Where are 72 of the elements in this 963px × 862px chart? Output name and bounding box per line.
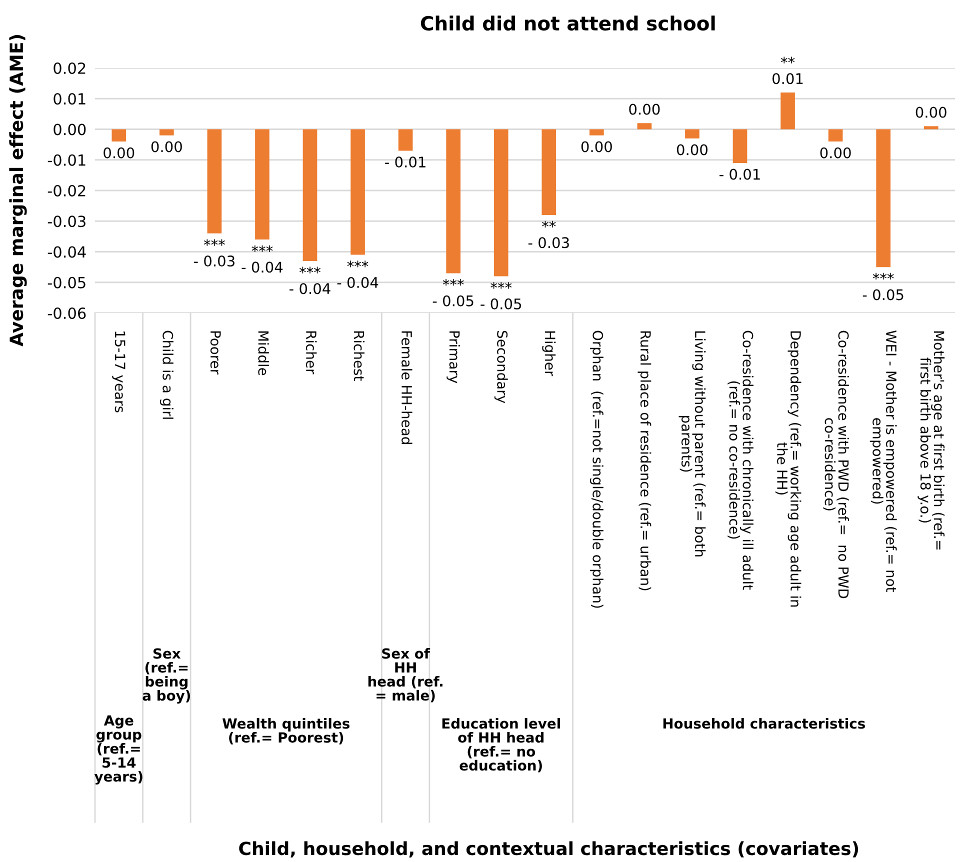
x-tick-label: Dependency (ref.= working age adult in the HH) — [775, 331, 802, 607]
data-label: *** - 0.05 — [862, 272, 904, 300]
data-label: ** - 0.03 — [528, 220, 569, 248]
text: Education level of HH head (ref.= no education) — [442, 718, 560, 772]
data-label: 0.00 — [151, 141, 182, 152]
data-label: *** - 0.04 — [337, 260, 378, 288]
x-tick-label: Rural place of residence (ref.= urban) — [638, 331, 652, 590]
data-label: 0.00 — [629, 104, 660, 115]
x-tick-label: 15-17 years — [112, 332, 126, 412]
x-tick-label: Child is a girl — [160, 330, 174, 419]
y-tick-label: -0.01 — [48, 154, 86, 166]
x-tick-label: Poorer — [210, 331, 221, 375]
x-tick-label: Co-residence with PWD (ref.= no PWD co-residence) — [823, 330, 849, 598]
y-tick-label: 0.02 — [54, 62, 86, 74]
y-tick-label: -0.05 — [48, 276, 86, 288]
data-label: 0.00 — [581, 141, 612, 152]
text: Wealth quintiles (ref.= Poorest) — [222, 718, 350, 744]
text: Sex of HH head (ref. = male) — [368, 648, 442, 702]
bar — [637, 123, 652, 130]
x-tick-label: Co-residence with chronically ill adult (ref.= no co-residence) — [728, 330, 754, 590]
bar — [112, 129, 126, 142]
y-tick-label: 0.00 — [54, 124, 86, 136]
bar — [924, 126, 938, 130]
x-tick-label: Female HH-head — [402, 331, 412, 444]
text: Child, household, and contextual characteristics (covariates) — [239, 841, 858, 858]
data-label: *** - 0.04 — [290, 266, 330, 294]
chart-title: Child did not attend school — [420, 16, 715, 31]
bar — [494, 129, 508, 276]
bar — [398, 129, 413, 151]
bar — [828, 129, 843, 142]
x-tick-label: Secondary — [494, 330, 508, 404]
y-axis-title: Average marginal effect (AME) — [9, 35, 27, 346]
data-label: *** - 0.05 — [480, 282, 522, 310]
bar — [685, 129, 700, 138]
bar — [350, 129, 365, 255]
data-label: - 0.01 — [385, 156, 426, 168]
data-label: 0.00 — [676, 144, 708, 156]
data-label: *** - 0.03 — [194, 239, 234, 267]
x-tick-label: Orphan (ref.=not single/double orphan) — [590, 330, 604, 608]
text: Household characteristics — [663, 718, 865, 729]
bar — [446, 129, 460, 274]
bar — [160, 129, 174, 136]
x-tick-label: Primary — [446, 331, 460, 384]
data-label: 0.00 — [916, 106, 946, 118]
y-tick-label: -0.03 — [48, 216, 86, 228]
data-label: 0.00 — [104, 147, 134, 158]
data-label: - 0.01 — [720, 168, 760, 180]
y-tick-label: -0.02 — [48, 184, 86, 197]
x-tick-label: Higher — [542, 331, 556, 376]
x-tick-label: Mother's age at first birth (ref.= first birth above 18 y.o.) — [918, 331, 945, 550]
data-label: *** - 0.05 — [432, 279, 474, 306]
bar — [732, 129, 748, 163]
x-tick-label: Richer — [306, 331, 317, 374]
data-label: 0.00 — [820, 147, 851, 158]
x-tick-label: WEI - Mother is empowered (ref.= not empowered) — [870, 330, 897, 592]
data-label: ** 0.01 — [772, 56, 803, 84]
text: Sex (ref.= being a boy) — [142, 648, 190, 704]
y-tick-label: -0.06 — [48, 307, 86, 320]
data-label: *** - 0.04 — [242, 245, 283, 273]
y-tick-label: 0.01 — [54, 93, 86, 105]
bar — [780, 92, 795, 130]
x-tick-label: Middle — [258, 331, 269, 376]
bar — [542, 129, 556, 215]
bar — [302, 129, 318, 261]
bar — [590, 129, 604, 136]
x-tick-label: Richest — [354, 331, 364, 381]
text: Age group (ref.= 5-14 years) — [94, 715, 142, 785]
x-tick-label: Living without parent (ref.= both parents) — [678, 331, 706, 556]
bar — [207, 129, 222, 234]
bar — [255, 129, 270, 240]
bar — [876, 129, 890, 268]
y-tick-label: -0.04 — [48, 246, 86, 258]
